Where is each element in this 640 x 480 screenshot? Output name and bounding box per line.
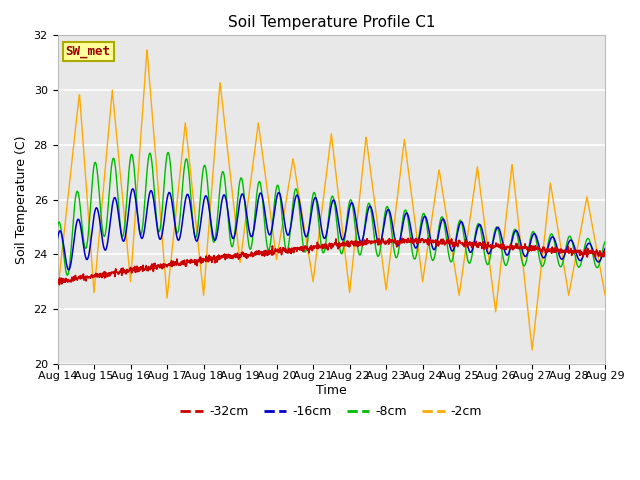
Title: Soil Temperature Profile C1: Soil Temperature Profile C1 <box>228 15 435 30</box>
Text: SW_met: SW_met <box>66 45 111 59</box>
Y-axis label: Soil Temperature (C): Soil Temperature (C) <box>15 135 28 264</box>
Legend: -32cm, -16cm, -8cm, -2cm: -32cm, -16cm, -8cm, -2cm <box>175 400 487 423</box>
X-axis label: Time: Time <box>316 384 347 397</box>
